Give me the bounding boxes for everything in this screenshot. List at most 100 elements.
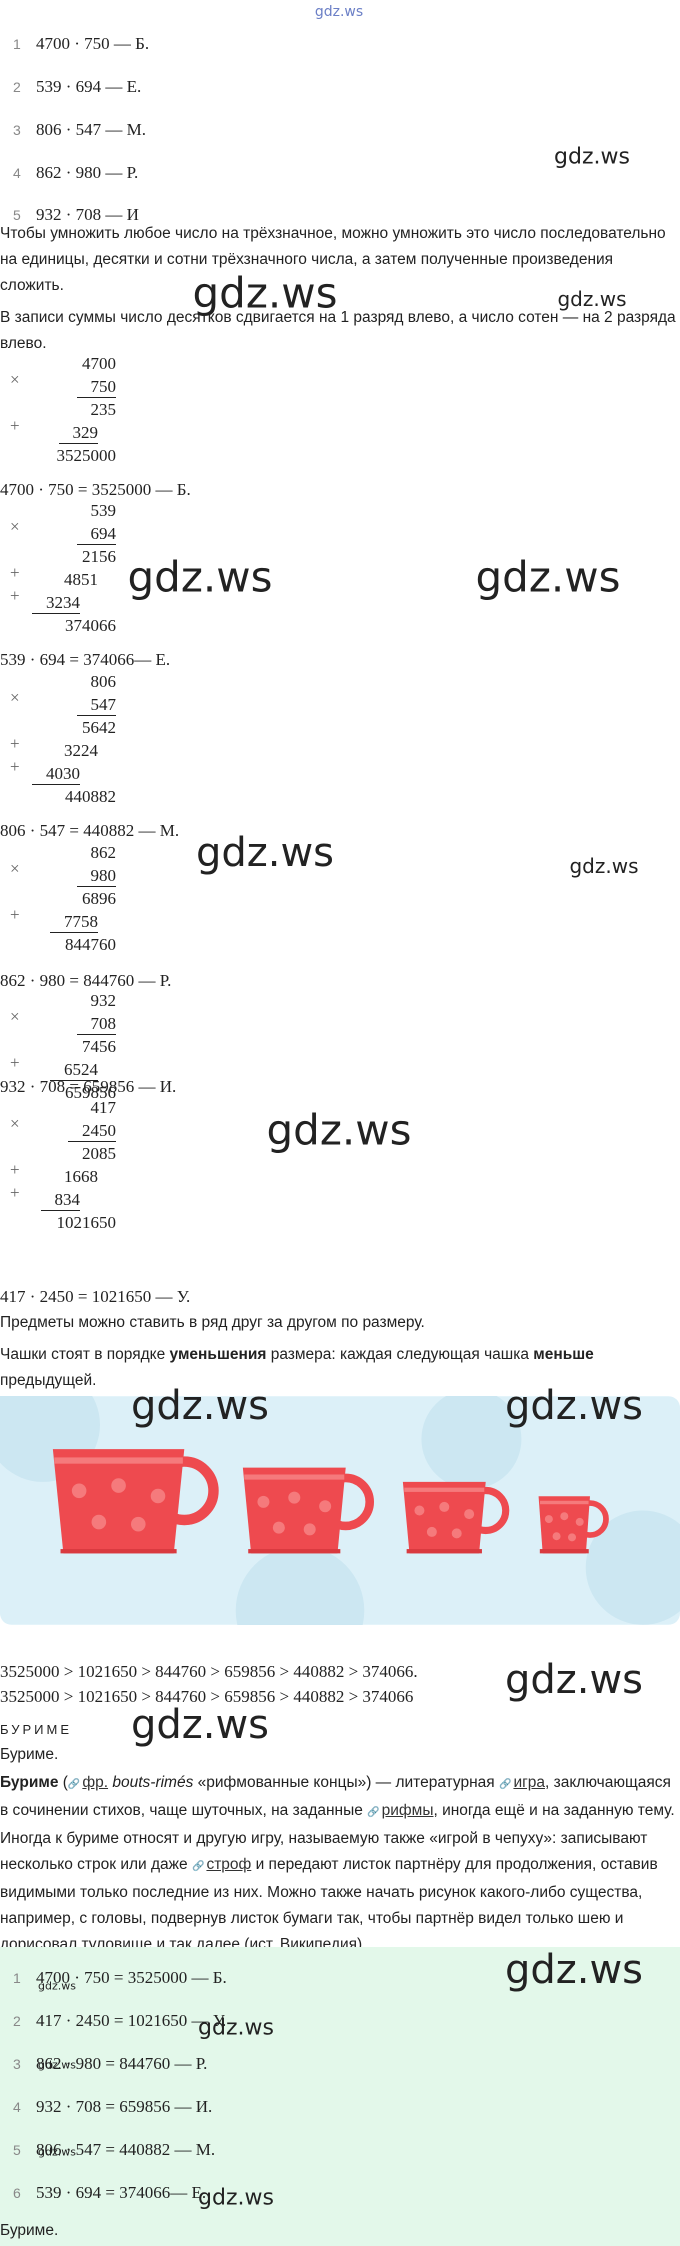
list-number: 4 xyxy=(13,2099,21,2115)
partial-product: 1668 xyxy=(64,1167,98,1186)
multiply-sign: × xyxy=(10,1113,20,1133)
result: 844760 xyxy=(65,935,116,954)
equation: 806 · 547 = 440882 — М. xyxy=(0,821,180,840)
footer-text: Буриме. xyxy=(0,2222,59,2239)
multiply-sign: × xyxy=(10,1006,20,1026)
cup-part xyxy=(451,1528,462,1539)
cup-part xyxy=(150,1488,166,1504)
partial-product: 3224 xyxy=(64,741,98,760)
plus-sign: + xyxy=(10,1052,20,1072)
decor-circle xyxy=(585,1510,680,1625)
link[interactable]: фр. xyxy=(68,1774,108,1791)
result: 1021650 xyxy=(56,1213,117,1232)
cup-part xyxy=(439,1501,450,1512)
watermark: gdz.ws xyxy=(130,1702,270,1748)
plus-sign: + xyxy=(10,1159,20,1179)
partial-product: 329 xyxy=(58,423,98,444)
cup-part xyxy=(60,1549,177,1554)
cup-part xyxy=(538,1496,590,1554)
cups-text: Чашки стоят в порядке уменьшения размера… xyxy=(0,1342,676,1394)
multiplier: 980 xyxy=(76,866,116,887)
multiplicand: 4700 xyxy=(82,354,116,373)
watermark: gdz.ws xyxy=(127,552,273,602)
column-block: × 932 708 7456 6524 +659856 xyxy=(10,991,116,1106)
plus-sign: + xyxy=(10,415,20,435)
cup-part xyxy=(539,1549,589,1554)
partial-product: 834 xyxy=(40,1190,80,1211)
equation: 417 · 2450 = 1021650 — У. xyxy=(0,1287,191,1306)
link[interactable]: игра xyxy=(499,1774,545,1791)
cups-illustration xyxy=(0,1396,680,1625)
cup-part xyxy=(71,1483,87,1499)
cup-part xyxy=(426,1526,437,1537)
cup-part xyxy=(540,1500,589,1505)
multiply-sign: × xyxy=(10,369,20,389)
list-number: 5 xyxy=(13,207,21,223)
multiplicand: 862 xyxy=(90,843,117,862)
text: и передают листок партнёру для продолжен… xyxy=(0,1856,658,1953)
list-item: 4700 · 750 = 3525000 — Б. xyxy=(36,1968,227,1987)
multiplicand: 539 xyxy=(90,501,117,520)
decor-circle xyxy=(235,1546,365,1625)
multiplier: 694 xyxy=(76,524,116,545)
result: 3525000 xyxy=(56,446,117,465)
bold-text: Буриме xyxy=(0,1774,59,1791)
list-number: 6 xyxy=(13,2185,21,2201)
cup-part xyxy=(568,1533,576,1542)
equation: 4700 · 750 = 3525000 — Б. xyxy=(0,480,191,499)
cup-part xyxy=(257,1495,270,1508)
multiply-sign: × xyxy=(10,687,20,707)
comparison: 3525000 > 1021650 > 844760 > 659856 > 44… xyxy=(0,1662,418,1681)
watermark: gdz.ws xyxy=(266,1105,412,1155)
result: 374066 xyxy=(65,616,116,635)
cup-part xyxy=(414,1505,425,1516)
watermark: gdz.ws xyxy=(554,144,630,170)
plus-sign: + xyxy=(10,733,20,753)
text: , иногда ещё и на заданную тему. Иногда … xyxy=(0,1802,675,1873)
list-item: 539 · 694 — Е. xyxy=(36,77,142,96)
watermark: gdz.ws xyxy=(569,854,639,878)
cup-part xyxy=(303,1523,316,1536)
column-block: × 862 980 6896 7758 +844760 xyxy=(10,843,117,958)
watermark: gdz.ws xyxy=(314,4,364,20)
section-short: Буриме. xyxy=(0,1746,59,1763)
link[interactable]: строф xyxy=(192,1856,251,1873)
partial-product: 3234 xyxy=(32,593,80,614)
text: размера: каждая следующая чашка xyxy=(266,1346,534,1363)
cup-part xyxy=(402,1481,486,1554)
watermark: gdz.ws xyxy=(504,1657,644,1703)
plus-sign: + xyxy=(10,1182,20,1202)
burime-paragraph: Буриме (фр. bouts-rimés «рифмованные кон… xyxy=(0,1770,676,1958)
list-item: 806 · 547 = 440882 — М. xyxy=(36,2140,216,2159)
list-item: 4700 · 750 — Б. xyxy=(36,34,150,53)
cup-part xyxy=(464,1509,475,1520)
cup-part xyxy=(52,1449,185,1554)
list-number: 2 xyxy=(13,2013,21,2029)
cup-part xyxy=(272,1521,285,1534)
watermark: gdz.ws xyxy=(195,830,335,876)
cup-part xyxy=(242,1467,346,1554)
result: 659856 xyxy=(65,1083,116,1102)
cup-part xyxy=(91,1514,107,1530)
partial-product: 6896 xyxy=(82,889,116,908)
list-number: 1 xyxy=(13,1970,21,1986)
multiplier: 708 xyxy=(76,1014,116,1035)
link[interactable]: рифмы xyxy=(367,1802,434,1819)
cup-part xyxy=(288,1491,301,1504)
cup-part xyxy=(244,1474,345,1480)
equation: 932 · 708 = 659856 — И. xyxy=(0,1077,177,1096)
multiplier: 547 xyxy=(76,695,116,716)
watermark: gdz.ws xyxy=(475,552,621,602)
decor-circle xyxy=(421,1396,522,1490)
multiplier: 750 xyxy=(76,377,116,398)
text: ( xyxy=(58,1774,68,1791)
plus-sign: + xyxy=(10,562,20,582)
cup-part xyxy=(552,1532,561,1541)
partial-product: 4851 xyxy=(64,570,98,589)
comparison: 3525000 > 1021650 > 844760 > 659856 > 44… xyxy=(0,1687,414,1706)
cup-part xyxy=(111,1478,126,1493)
column-block: × 417 2450 2085 1668 +834 +1021650 xyxy=(10,1098,117,1236)
text: предыдущей. xyxy=(0,1372,97,1389)
